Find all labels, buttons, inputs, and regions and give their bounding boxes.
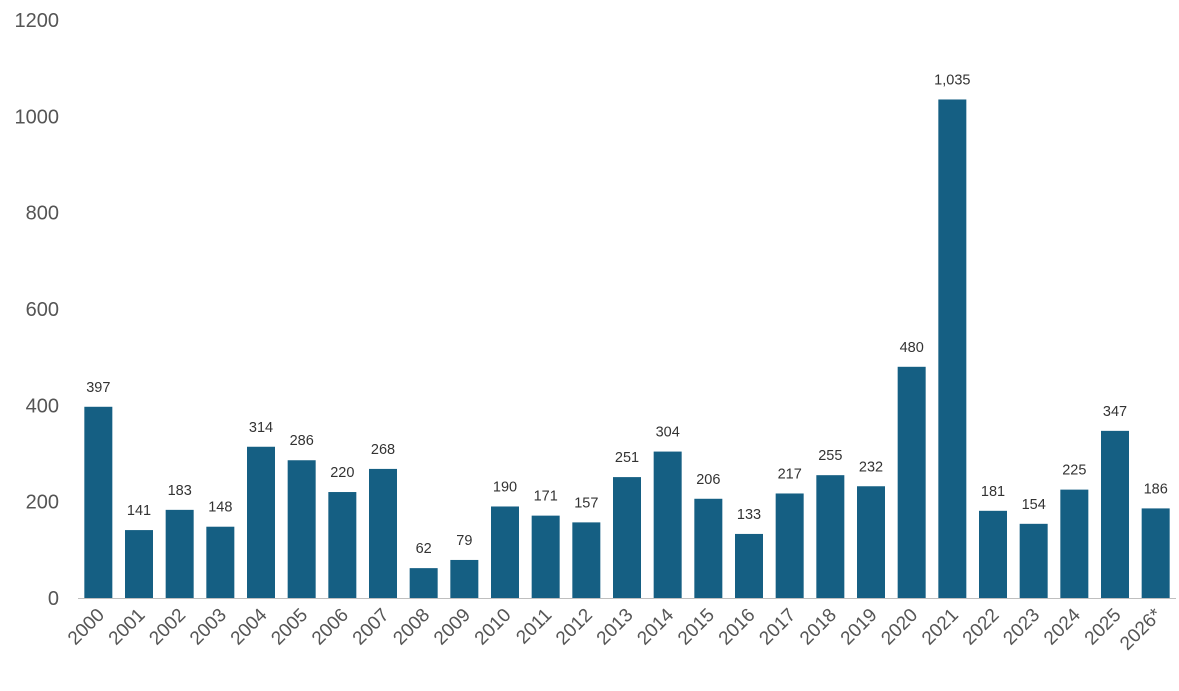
y-tick-label: 600	[26, 299, 59, 321]
data-label: 304	[656, 425, 680, 441]
x-tick-label: 2018	[796, 605, 841, 650]
bar-2025	[1101, 430, 1129, 598]
x-tick-label: 2001	[105, 605, 150, 650]
data-label: 148	[208, 500, 232, 516]
x-tick-label: 2003	[186, 605, 231, 650]
y-tick-label: 0	[48, 588, 59, 610]
x-tick-label: 2021	[918, 605, 963, 650]
bar-2018	[816, 475, 845, 598]
x-tick-label: 2009	[430, 605, 475, 650]
data-label: 232	[859, 459, 883, 475]
y-tick-label: 200	[26, 492, 59, 514]
x-tick-label: 2007	[349, 605, 394, 650]
x-tick-label: 2024	[1040, 604, 1085, 649]
x-tick-label: 2000	[64, 605, 109, 650]
bar-2007	[369, 468, 397, 598]
bar-2001	[125, 530, 153, 598]
bar-2000	[84, 406, 113, 598]
x-tick-label: 2019	[837, 605, 882, 650]
x-tick-label: 2006	[308, 605, 353, 650]
x-tick-label: 2020	[877, 605, 922, 650]
data-label: 171	[534, 489, 558, 505]
x-tick-label: 2017	[755, 605, 800, 650]
data-label: 1,035	[934, 72, 970, 88]
x-tick-label: 2004	[227, 604, 272, 649]
bar-2020	[897, 366, 926, 598]
data-label: 141	[127, 503, 151, 519]
y-tick-label: 1000	[15, 106, 60, 128]
data-label: 157	[574, 495, 598, 511]
bar-2026	[1141, 508, 1170, 598]
y-tick-label: 400	[26, 395, 59, 417]
x-tick-label: 2022	[959, 605, 1004, 650]
x-tick-label: 2023	[999, 605, 1044, 650]
data-labels: 397 141 183 148 314 286 220 268 62 79 190 171 157 251…	[86, 72, 1168, 557]
bar-2010	[491, 506, 519, 598]
data-label: 397	[86, 380, 110, 396]
data-label: 314	[249, 420, 273, 436]
data-label: 347	[1103, 404, 1127, 420]
y-tick-label: 1200	[15, 10, 60, 32]
data-label: 206	[696, 472, 720, 488]
data-label: 79	[456, 533, 472, 549]
x-tick-label: 2008	[389, 605, 434, 650]
data-label: 255	[818, 448, 842, 464]
bar-2014	[653, 451, 682, 598]
x-tick-label: 2012	[552, 605, 597, 650]
bar-2024	[1060, 489, 1089, 598]
bars	[84, 99, 1170, 598]
data-label: 217	[778, 466, 802, 482]
bar-2021	[938, 99, 967, 598]
bar-2002	[165, 509, 194, 598]
data-label: 154	[1022, 497, 1046, 513]
x-tick-label: 2002	[145, 605, 190, 650]
data-label: 62	[416, 541, 432, 557]
data-label: 183	[168, 483, 192, 499]
x-tick-label: 2015	[674, 605, 719, 650]
bar-2022	[979, 510, 1007, 598]
y-tick-label: 800	[26, 203, 59, 225]
data-label: 268	[371, 442, 395, 458]
bar-2016	[735, 533, 763, 598]
x-tick-label: 2005	[267, 605, 312, 650]
bar-2017	[775, 493, 804, 598]
bar-2003	[206, 526, 235, 598]
bar-2005	[287, 460, 316, 598]
data-label: 190	[493, 479, 517, 495]
bar-2019	[857, 486, 885, 598]
bar-2006	[328, 492, 357, 598]
y-axis: 0 200 400 600 800 1000 1200	[15, 10, 60, 610]
x-axis: 2000200120022003200420052006200720082009…	[64, 604, 1167, 654]
x-tick-label: 2016	[715, 605, 760, 650]
data-label: 133	[737, 507, 761, 523]
x-tick-label: 2013	[593, 605, 638, 650]
x-tick-label: 2026*	[1116, 604, 1166, 654]
bar-2011	[531, 515, 560, 598]
x-tick-label: 2011	[512, 605, 556, 649]
x-tick-label: 2014	[633, 604, 678, 649]
bar-2012	[572, 522, 601, 598]
bar-2004	[247, 446, 275, 598]
x-tick-label: 2010	[471, 605, 516, 650]
data-label: 251	[615, 450, 639, 466]
data-label: 186	[1144, 481, 1168, 497]
data-label: 225	[1062, 463, 1086, 479]
bar-2023	[1019, 523, 1048, 598]
data-label: 181	[981, 484, 1005, 500]
bar-2013	[613, 477, 641, 598]
bar-2009	[450, 559, 479, 598]
bar-2015	[694, 498, 723, 598]
bar-2008	[409, 568, 438, 598]
data-label: 286	[290, 433, 314, 449]
data-label: 220	[330, 465, 354, 481]
data-label: 480	[900, 340, 924, 356]
